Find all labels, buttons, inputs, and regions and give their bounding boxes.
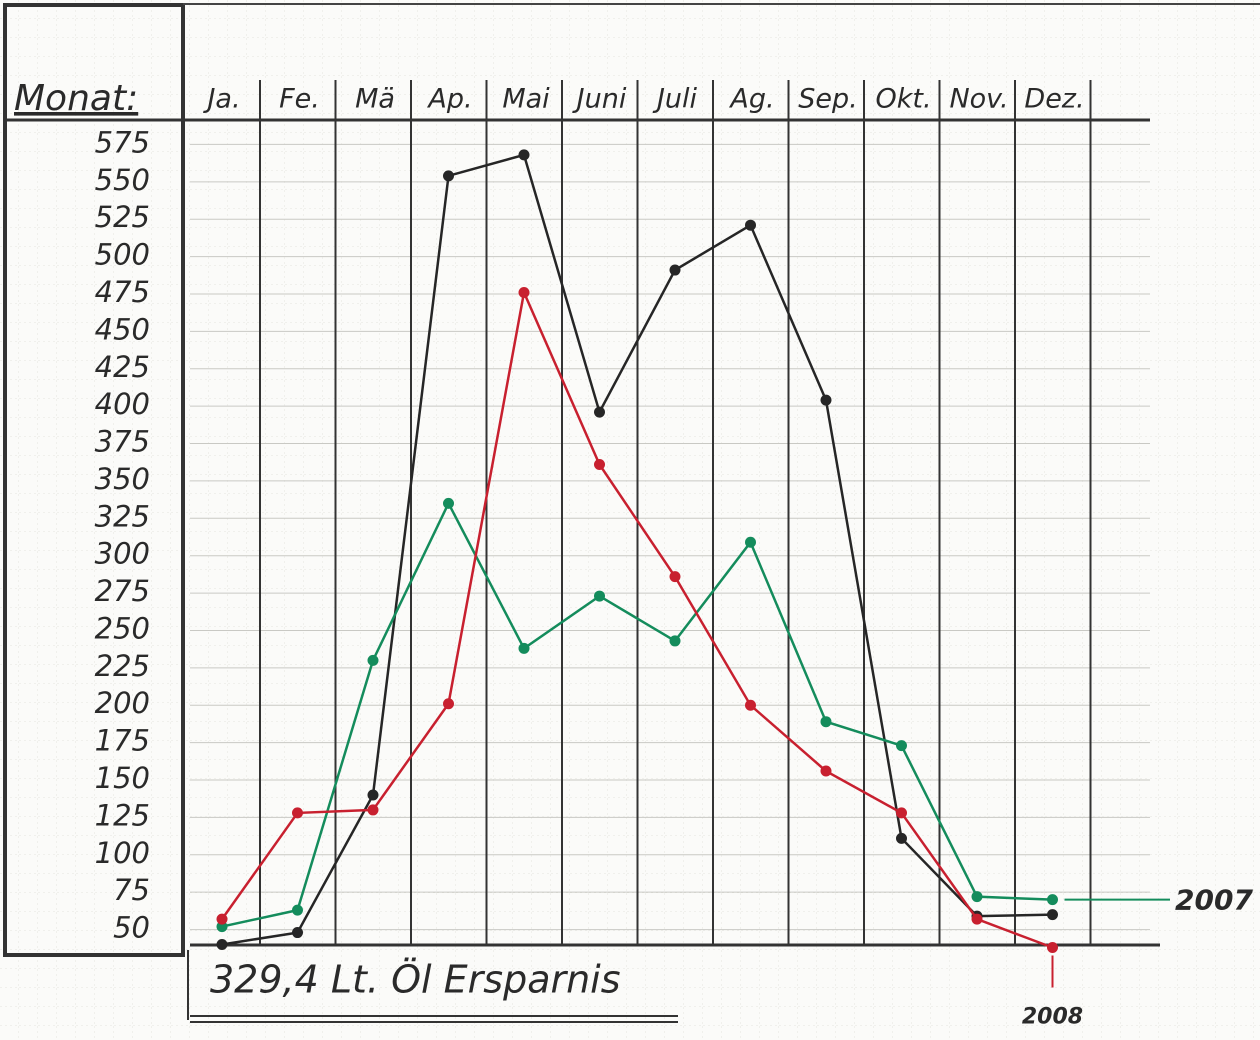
y-tick-label: 425 <box>95 350 150 384</box>
data-point <box>518 642 530 654</box>
data-point <box>820 765 832 777</box>
data-point <box>669 264 681 276</box>
x-tick-label: Ag. <box>728 84 774 115</box>
data-point <box>518 149 530 161</box>
series-label: 2007 <box>1175 884 1253 917</box>
data-point <box>745 536 756 548</box>
y-tick-label: 450 <box>95 312 150 346</box>
y-tick-label: 225 <box>95 649 150 683</box>
y-tick-label: 200 <box>95 686 150 720</box>
data-point <box>367 789 379 801</box>
x-tick-label: Fe. <box>279 84 320 115</box>
data-point <box>594 406 605 418</box>
x-tick-label: Ap. <box>426 84 472 115</box>
x-tick-label: Mä <box>355 84 395 115</box>
y-tick-label: 375 <box>95 425 150 459</box>
x-tick-label: Dez. <box>1024 84 1084 115</box>
y-tick-label: 50 <box>113 911 150 945</box>
y-tick-label: 550 <box>95 163 150 197</box>
data-point <box>971 913 983 925</box>
data-point <box>896 807 907 819</box>
y-tick-label: 475 <box>95 275 150 309</box>
data-point <box>971 891 983 903</box>
y-tick-label: 525 <box>95 200 150 234</box>
data-point <box>367 654 379 666</box>
data-point <box>669 571 681 583</box>
data-point <box>896 740 907 752</box>
y-tick-label: 175 <box>95 724 150 758</box>
series-label: 2008 <box>1022 1005 1083 1030</box>
x-tick-label: Okt. <box>875 84 931 115</box>
data-point <box>443 170 454 182</box>
data-point <box>216 939 228 951</box>
x-tick-label: Nov. <box>949 84 1008 115</box>
data-point <box>669 635 681 647</box>
data-point <box>820 394 832 406</box>
data-point <box>292 904 303 916</box>
data-point <box>292 807 303 819</box>
data-point <box>1047 894 1058 906</box>
y-tick-label: 75 <box>113 873 150 907</box>
data-point <box>1047 909 1058 921</box>
x-tick-label: Sep. <box>798 84 857 115</box>
y-tick-label: 275 <box>95 574 150 608</box>
data-point <box>292 927 303 939</box>
data-point <box>443 497 454 509</box>
x-tick-label: Juli <box>652 84 698 115</box>
x-tick-label: Juni <box>572 84 627 115</box>
data-point <box>594 458 605 470</box>
y-tick-label: 500 <box>95 238 150 272</box>
y-tick-label: 100 <box>95 836 150 870</box>
x-tick-label: Mai <box>502 84 550 115</box>
y-tick-label: 325 <box>95 499 150 533</box>
y-tick-label: 400 <box>95 387 150 421</box>
data-point <box>594 590 605 602</box>
y-tick-label: 300 <box>95 537 150 571</box>
label-box <box>3 3 185 957</box>
data-point <box>443 698 454 710</box>
data-point <box>745 219 756 231</box>
series-line <box>221 500 1053 928</box>
data-point <box>820 716 832 728</box>
y-tick-label: 250 <box>95 611 150 645</box>
y-axis-title: Monat: <box>14 78 138 119</box>
y-tick-label: 350 <box>95 462 150 496</box>
x-tick-label: Ja. <box>202 84 240 115</box>
data-point <box>745 699 756 711</box>
data-point <box>518 286 530 298</box>
data-point <box>1047 942 1058 954</box>
data-point <box>896 832 907 844</box>
data-point <box>216 913 228 925</box>
series-line <box>221 153 1053 946</box>
series-line <box>220 288 1053 949</box>
y-tick-label: 150 <box>95 761 150 795</box>
y-tick-label: 125 <box>95 798 150 832</box>
y-tick-label: 575 <box>95 125 150 159</box>
annotation: 329,4 Lt. Öl Ersparnis <box>210 958 621 1002</box>
data-point <box>367 804 379 816</box>
